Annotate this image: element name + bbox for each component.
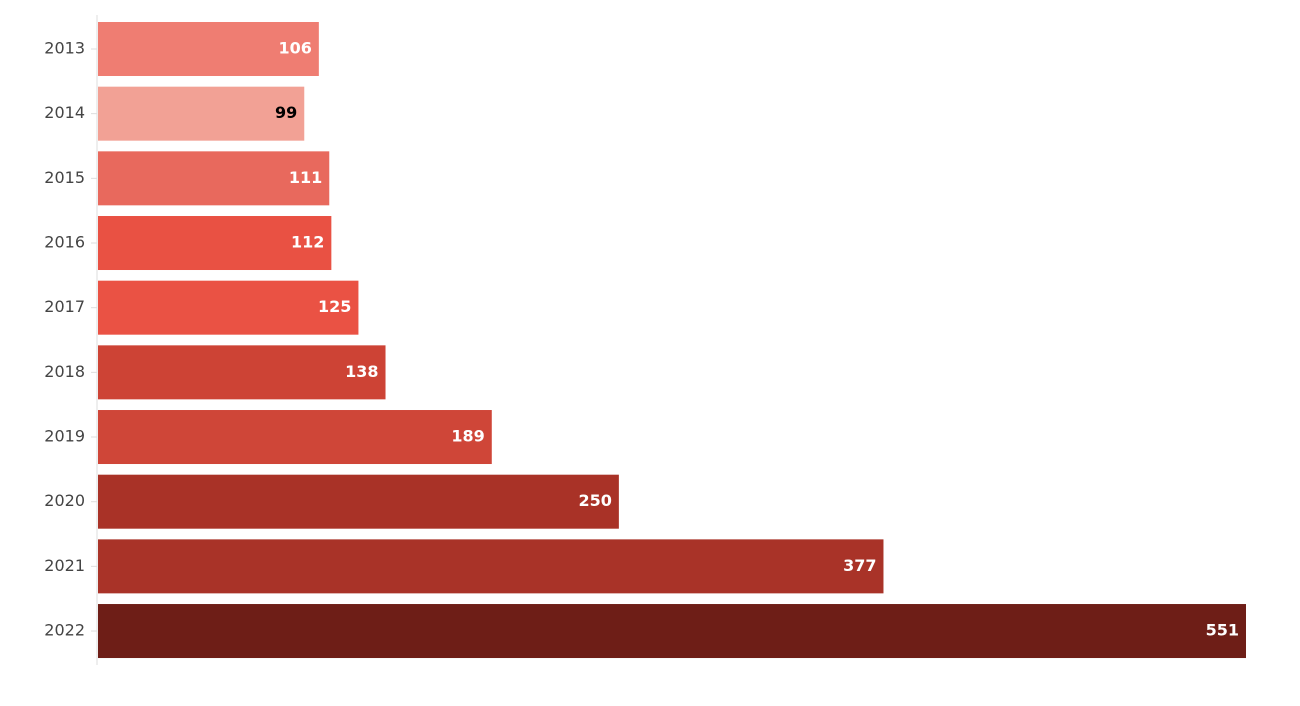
value-label: 99 [275, 103, 297, 122]
value-label: 111 [289, 168, 322, 187]
y-tick-label: 2016 [44, 233, 85, 252]
value-label: 551 [1206, 621, 1239, 640]
bar [98, 216, 332, 271]
y-tick-label: 2019 [44, 427, 85, 446]
bar [98, 151, 330, 206]
bar [98, 539, 884, 594]
y-tick-label: 2013 [44, 39, 85, 58]
y-tick-label: 2014 [44, 103, 85, 122]
y-tick-label: 2021 [44, 556, 85, 575]
y-tick-label: 2017 [44, 297, 85, 316]
value-label: 138 [345, 362, 378, 381]
y-tick-label: 2022 [44, 621, 85, 640]
y-tick-label: 2020 [44, 491, 85, 510]
value-label: 112 [291, 233, 324, 252]
y-tick-label: 2015 [44, 168, 85, 187]
bar [98, 86, 305, 141]
bar [98, 604, 1246, 659]
value-label: 377 [843, 556, 876, 575]
bar [98, 280, 359, 335]
value-label: 189 [451, 427, 484, 446]
value-label: 250 [578, 491, 611, 510]
bar [98, 410, 492, 465]
bar [98, 474, 619, 529]
y-tick-label: 2018 [44, 362, 85, 381]
bar [98, 345, 386, 400]
value-label: 125 [318, 297, 351, 316]
value-label: 106 [278, 39, 311, 58]
bar [98, 22, 319, 76]
